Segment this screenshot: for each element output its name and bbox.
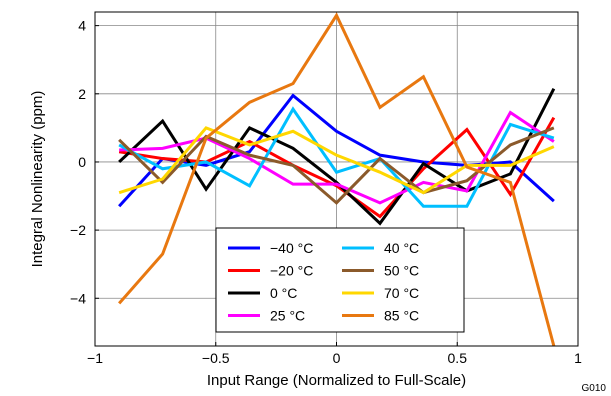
x-axis-label: Input Range (Normalized to Full-Scale): [207, 372, 466, 389]
y-tick-labels: −4 −2 0 2 4: [70, 18, 99, 306]
figure-id: G010: [582, 383, 607, 394]
legend-label: 70 °C: [384, 285, 419, 301]
legend-label: 25 °C: [270, 308, 305, 324]
legend-label: −20 °C: [270, 263, 313, 279]
x-tick-label: −1: [87, 350, 103, 366]
y-tick-label: 2: [78, 86, 86, 102]
series-line: [118, 126, 555, 205]
x-tick-labels: −1 −0.5 0 0.5 1: [87, 342, 582, 366]
legend-label: 85 °C: [384, 308, 419, 324]
x-tick-label: 0: [333, 350, 341, 366]
series-line: [118, 106, 555, 208]
legend-label: 0 °C: [270, 285, 297, 301]
series-line: [118, 12, 556, 346]
legend-label: 50 °C: [384, 263, 419, 279]
series-line: [118, 126, 555, 195]
x-tick-label: −0.5: [202, 350, 230, 366]
y-tick-label: −4: [70, 290, 86, 306]
y-tick-label: 4: [78, 18, 86, 34]
legend-label: 40 °C: [384, 240, 419, 256]
legend-label: −40 °C: [270, 240, 313, 256]
x-tick-label: 0.5: [448, 350, 468, 366]
series-line: [118, 88, 556, 226]
y-tick-label: 0: [78, 154, 86, 170]
x-tick-label: 1: [574, 350, 582, 366]
series-layer: [118, 12, 556, 346]
series-line: [118, 116, 556, 219]
y-tick-label: −2: [70, 222, 86, 238]
y-axis-label: Integral Nonlinearity (ppm): [29, 91, 46, 268]
legend: −40 °C −20 °C 0 °C 25 °C 40 °C 50 °C 70 °C 85 °…: [215, 227, 465, 333]
